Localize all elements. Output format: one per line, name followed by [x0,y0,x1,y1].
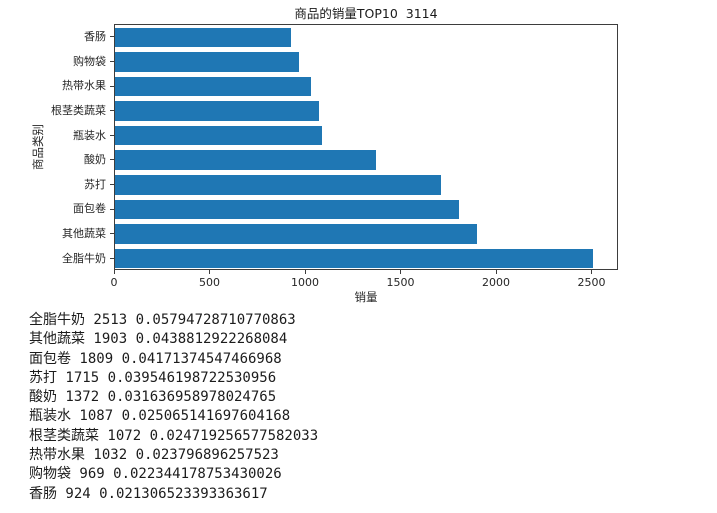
chart-title: 商品的销量TOP10 3114 [294,6,438,21]
y-tick-label: 酸奶 [84,153,106,167]
console-line: 热带水果 1032 0.023796896257523 [29,447,279,464]
y-tick-label: 其他蔬菜 [62,227,106,241]
bar-苏打 [115,175,442,195]
x-tick-label: 500 [198,276,220,289]
bar-香肠 [115,27,291,48]
bar-其他蔬菜 [115,224,477,244]
bar-购物袋 [115,52,300,72]
y-tick-label: 瓶装水 [73,128,106,142]
y-tick-mark [110,36,114,38]
bar-row [115,123,617,148]
x-tick-label: 2000 [481,276,510,289]
bar-row [115,74,617,99]
bar-row [115,197,617,222]
bar-row [115,99,617,124]
y-tick-label: 购物袋 [73,54,106,68]
x-tick-mark [591,270,593,274]
y-tick-mark [110,257,114,259]
bars-container [115,25,617,269]
bar-row [115,173,617,198]
plot-area [114,24,618,270]
x-tick-mark [209,270,211,274]
x-tick-label: 1500 [386,276,415,289]
x-tick-mark [304,270,306,274]
console-line: 酸奶 1372 0.031636958978024765 [29,389,277,406]
y-tick-label: 苏打 [84,177,106,191]
x-tick-mark [495,270,497,274]
chart-figure: 商品的销量TOP10 3114 商品类别 香肠 购物袋 热带水果 根茎类蔬菜 瓶装水 酸奶… [0,6,618,304]
y-tick-mark [110,208,114,210]
console-output: 全脂牛奶 2513 0.05794728710770863 其他蔬菜 1903 0… [29,311,318,504]
x-ticks: 0 500 1000 1500 2000 2500 [110,270,618,296]
bar-row [115,50,617,75]
console-line: 面包卷 1809 0.04171374547466968 [29,350,282,367]
x-tick-mark [114,270,115,274]
bar-根茎类蔬菜 [115,101,319,121]
y-tick-label: 全脂牛奶 [62,251,106,265]
y-tick-mark [110,159,114,161]
x-tick-label: 2500 [577,276,606,289]
console-line: 苏打 1715 0.039546198722530956 [29,369,277,386]
console-line: 购物袋 969 0.022344178753430026 [29,466,282,483]
x-tick-mark [400,270,402,274]
x-tick-label: 0 [110,276,118,289]
y-tick-mark [110,134,114,136]
bar-酸奶 [115,150,376,171]
y-tick-label: 面包卷 [73,202,106,216]
bar-row [115,148,617,173]
console-line: 全脂牛奶 2513 0.05794728710770863 [29,312,296,328]
y-tick-label: 热带水果 [62,79,106,93]
y-tick-mark [110,85,114,87]
bar-瓶装水 [115,125,322,146]
y-tick-mark [110,60,114,62]
console-line: 瓶装水 1087 0.025065141697604168 [29,408,291,425]
y-tick-mark [110,183,114,185]
bar-row [115,222,617,247]
y-tick-mark [110,233,114,235]
bar-row [115,25,617,50]
console-line: 香肠 924 0.021306523393363617 [29,485,268,502]
console-line: 根茎类蔬菜 1072 0.024719256577582033 [29,427,319,444]
y-tick-label: 根茎类蔬菜 [51,104,106,118]
y-tick-mark [110,110,114,112]
y-tick-labels: 香肠购物袋热带水果根茎类蔬菜瓶装水酸奶苏打面包卷其他蔬菜全脂牛奶 [0,24,106,270]
y-tick-label: 香肠 [84,30,106,44]
console-line: 其他蔬菜 1903 0.0438812922268084 [29,331,288,348]
bar-全脂牛奶 [115,248,594,269]
bar-热带水果 [115,76,312,97]
x-axis-label: 销量 [354,290,378,304]
bar-面包卷 [115,199,460,220]
y-tick-marks [110,24,114,270]
x-tick-label: 1000 [290,276,319,289]
bar-row [115,246,617,271]
